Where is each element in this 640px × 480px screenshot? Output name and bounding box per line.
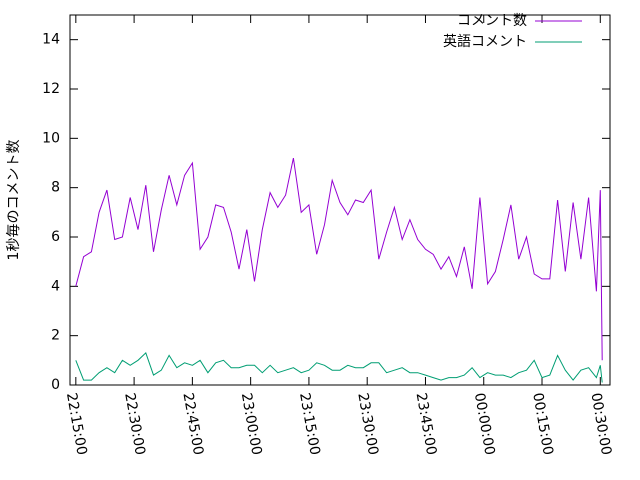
y-tick-label: 10 xyxy=(42,130,60,146)
x-tick-label: 23:30:00 xyxy=(354,392,381,457)
y-tick-label: 0 xyxy=(51,377,60,393)
x-tick-label: 00:30:00 xyxy=(587,392,614,457)
y-tick-label: 14 xyxy=(42,32,60,48)
legend-label: 英語コメント xyxy=(443,33,527,50)
y-tick-label: 12 xyxy=(42,81,60,97)
x-tick-label: 00:00:00 xyxy=(471,392,498,457)
y-tick-label: 4 xyxy=(51,278,60,294)
x-tick-label: 23:00:00 xyxy=(238,392,265,457)
series-line xyxy=(75,352,603,383)
x-tick-label: 23:45:00 xyxy=(413,392,440,457)
series-line xyxy=(75,157,603,361)
x-tick-label: 23:15:00 xyxy=(296,392,323,457)
y-tick-label: 8 xyxy=(51,180,60,196)
x-tick-label: 00:15:00 xyxy=(529,392,556,457)
x-tick-label: 22:15:00 xyxy=(63,392,90,457)
plot-frame xyxy=(69,14,611,386)
x-tick-label: 22:30:00 xyxy=(121,392,148,457)
x-tick-label: 22:45:00 xyxy=(179,392,206,457)
y-tick-label: 2 xyxy=(51,328,60,344)
legend-label: コメント数 xyxy=(457,13,527,29)
y-tick-label: 6 xyxy=(51,229,60,245)
y-axis-label: 1秒毎のコメント数 xyxy=(6,140,22,261)
